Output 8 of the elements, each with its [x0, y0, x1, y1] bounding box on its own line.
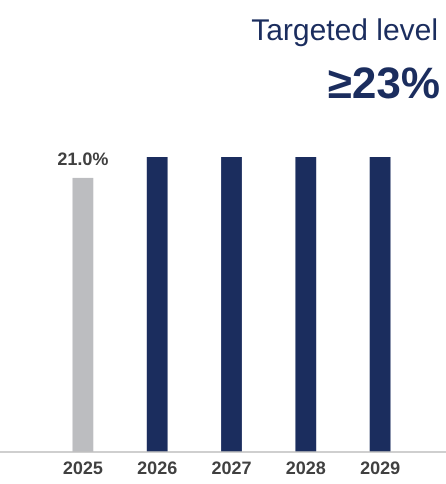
- x-tick-label: 2029: [360, 458, 400, 478]
- chart-title: Targeted level: [251, 14, 438, 47]
- x-tick-label: 2025: [62, 458, 103, 478]
- chart-subtitle: ≥23%: [328, 59, 440, 108]
- x-tick-label: 2026: [137, 458, 178, 478]
- x-tick-label: 2028: [286, 458, 326, 478]
- x-tick-label: 2027: [211, 458, 252, 478]
- data-label: 21.0%: [57, 148, 108, 169]
